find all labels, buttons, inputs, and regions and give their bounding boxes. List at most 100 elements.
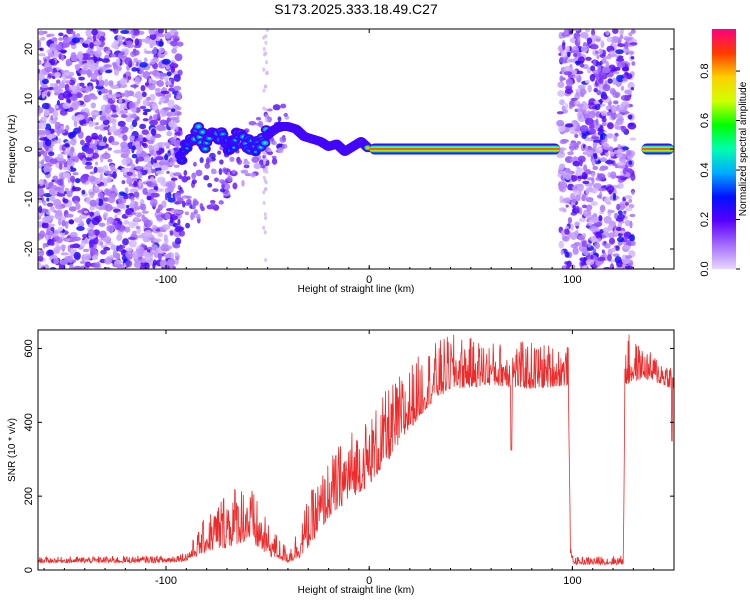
spectrogram-noise-cell xyxy=(568,104,573,110)
spectrogram-noise-cell xyxy=(583,209,588,217)
spectrogram-noise-cell xyxy=(623,41,629,50)
spectrogram-noise-cell xyxy=(617,214,626,220)
spectrogram-noise-cell xyxy=(101,152,111,160)
spectrogram-noise-cell xyxy=(69,244,75,249)
spectrogram-noise-cell xyxy=(613,100,619,105)
spectrogram-noise-cell xyxy=(164,154,169,161)
snr-y-tick-label: 200 xyxy=(23,487,35,505)
spectrogram-noise-cell xyxy=(127,75,132,80)
spectrogram-noise-cell xyxy=(583,265,587,269)
spectrogram-ridge-core xyxy=(200,130,205,134)
spectrogram-noise-cell xyxy=(47,91,51,97)
spectrogram-noise-cell xyxy=(80,239,86,248)
spectrogram-noise-cell xyxy=(587,84,592,93)
spectrogram-noise-cell xyxy=(562,42,566,51)
spectrogram-noise-cell xyxy=(171,77,175,85)
spectrogram-noise-cell xyxy=(139,250,144,257)
spectrogram-noise-cell xyxy=(90,102,97,109)
spectrogram-noise-cell xyxy=(131,67,138,72)
spectrogram-noise-cell xyxy=(614,149,618,155)
spectrogram-noise-cell xyxy=(48,151,55,157)
spectrogram-noise-cell xyxy=(172,243,181,249)
spectrogram-noise-cell xyxy=(73,251,81,260)
spectrogram-noise-cell xyxy=(128,101,136,109)
spectrogram-noise-cell xyxy=(151,49,158,55)
spectrogram-noise-cell xyxy=(177,69,183,76)
spectrogram-noise-cell xyxy=(117,34,123,42)
colorbar: 0.0 0.2 0.4 0.6 0.8 Normalized spectral ampl… xyxy=(699,29,749,277)
spectrogram-noise-cell xyxy=(137,134,144,142)
spectrogram-noise-cell xyxy=(625,149,632,156)
spectrogram-scatter-cell xyxy=(250,172,256,178)
spectrogram-noise-cell xyxy=(75,114,85,121)
spectrogram-scatter-cell xyxy=(280,103,287,109)
spectrogram-noise-cell xyxy=(54,104,59,109)
spectrogram-noise-cell xyxy=(133,180,138,187)
spectrogram-noise-cell xyxy=(158,40,164,47)
spectrogram-noise-cell xyxy=(97,168,104,172)
spectrogram-noise-cell xyxy=(139,123,147,130)
spectrogram-noise-cell xyxy=(94,50,102,58)
spectrogram-noise-cell xyxy=(575,88,581,93)
spectrogram-noise-cell xyxy=(174,31,179,36)
spectrogram-noise-cell xyxy=(83,253,92,261)
spectrogram-noise-cell xyxy=(569,142,579,147)
spectrogram-noise-cell xyxy=(86,59,96,68)
spectrogram-noise-cell xyxy=(574,205,580,213)
spectrogram-noise-cell xyxy=(139,105,147,110)
spectrogram-noise-cell xyxy=(38,199,43,204)
spectrogram-noise-cell xyxy=(134,38,140,46)
spectrogram-noise-cell xyxy=(44,62,51,67)
spectrogram-noise-cell xyxy=(107,132,112,136)
spectrogram-noise-cell xyxy=(108,94,112,99)
spectrogram-noise-cell xyxy=(78,59,83,68)
spectrogram-noise-cell xyxy=(46,197,50,202)
spectrogram-noise-cell xyxy=(164,192,169,201)
spectrogram-noise-cell xyxy=(61,220,66,227)
spectrogram-noise-cell xyxy=(106,222,110,226)
spectrogram-noise-cell xyxy=(81,189,86,195)
spectrogram-noise-cell xyxy=(132,94,139,98)
spectrogram-noise-cell xyxy=(613,135,618,142)
spectrogram-noise-cell xyxy=(129,188,139,193)
spectrogram-scatter-cell xyxy=(241,179,245,187)
spectrogram-noise-cell xyxy=(61,184,65,189)
spectrogram-noise-cell xyxy=(107,147,112,151)
spectrogram-noise-cell xyxy=(41,91,46,99)
spectrogram-noise-cell xyxy=(83,94,92,102)
spectrogram-noise-cell xyxy=(106,216,114,225)
spectrogram-noise-cell xyxy=(616,148,623,154)
spectrogram-noise-cell xyxy=(79,260,86,265)
spectrogram-noise-cell xyxy=(591,172,595,178)
spectrogram-streak-cell xyxy=(263,160,267,165)
spectrogram-noise-cell xyxy=(625,202,629,206)
spectrogram-noise-cell xyxy=(102,197,110,202)
spectrogram-noise-cell xyxy=(119,125,129,134)
spectrogram-noise-cell xyxy=(122,238,129,246)
spectrogram-noise-cell xyxy=(595,50,599,55)
spectrogram-noise-cell xyxy=(41,102,50,110)
colorbar-tick-label: 0.0 xyxy=(699,261,711,276)
spectrogram-noise-cell xyxy=(52,110,59,118)
spectrogram-noise-cell xyxy=(622,77,628,82)
spectrogram-noise-cell xyxy=(50,227,55,232)
spectrogram-noise-cell xyxy=(53,198,62,207)
spectrogram-noise-cell xyxy=(130,84,139,88)
spectrogram-noise-cell xyxy=(559,56,569,64)
spectrogram-noise-cell xyxy=(150,198,158,207)
spectrogram-noise-cell xyxy=(62,172,71,179)
spectrogram-noise-cell xyxy=(40,159,45,167)
spectrogram-noise-cell xyxy=(58,218,62,226)
spectrogram-noise-cell xyxy=(147,167,152,176)
spectrogram-noise-cell xyxy=(141,91,147,98)
spectrogram-noise-cell xyxy=(126,176,133,185)
spectrogram-noise-cell xyxy=(53,209,57,214)
spectrogram-ridge-core xyxy=(198,135,202,139)
spectrogram-noise-cell xyxy=(150,128,157,136)
spectrogram-noise-cell xyxy=(76,52,84,60)
spectrogram-noise-cell xyxy=(160,244,169,252)
spectrogram-noise-cell xyxy=(104,257,112,265)
